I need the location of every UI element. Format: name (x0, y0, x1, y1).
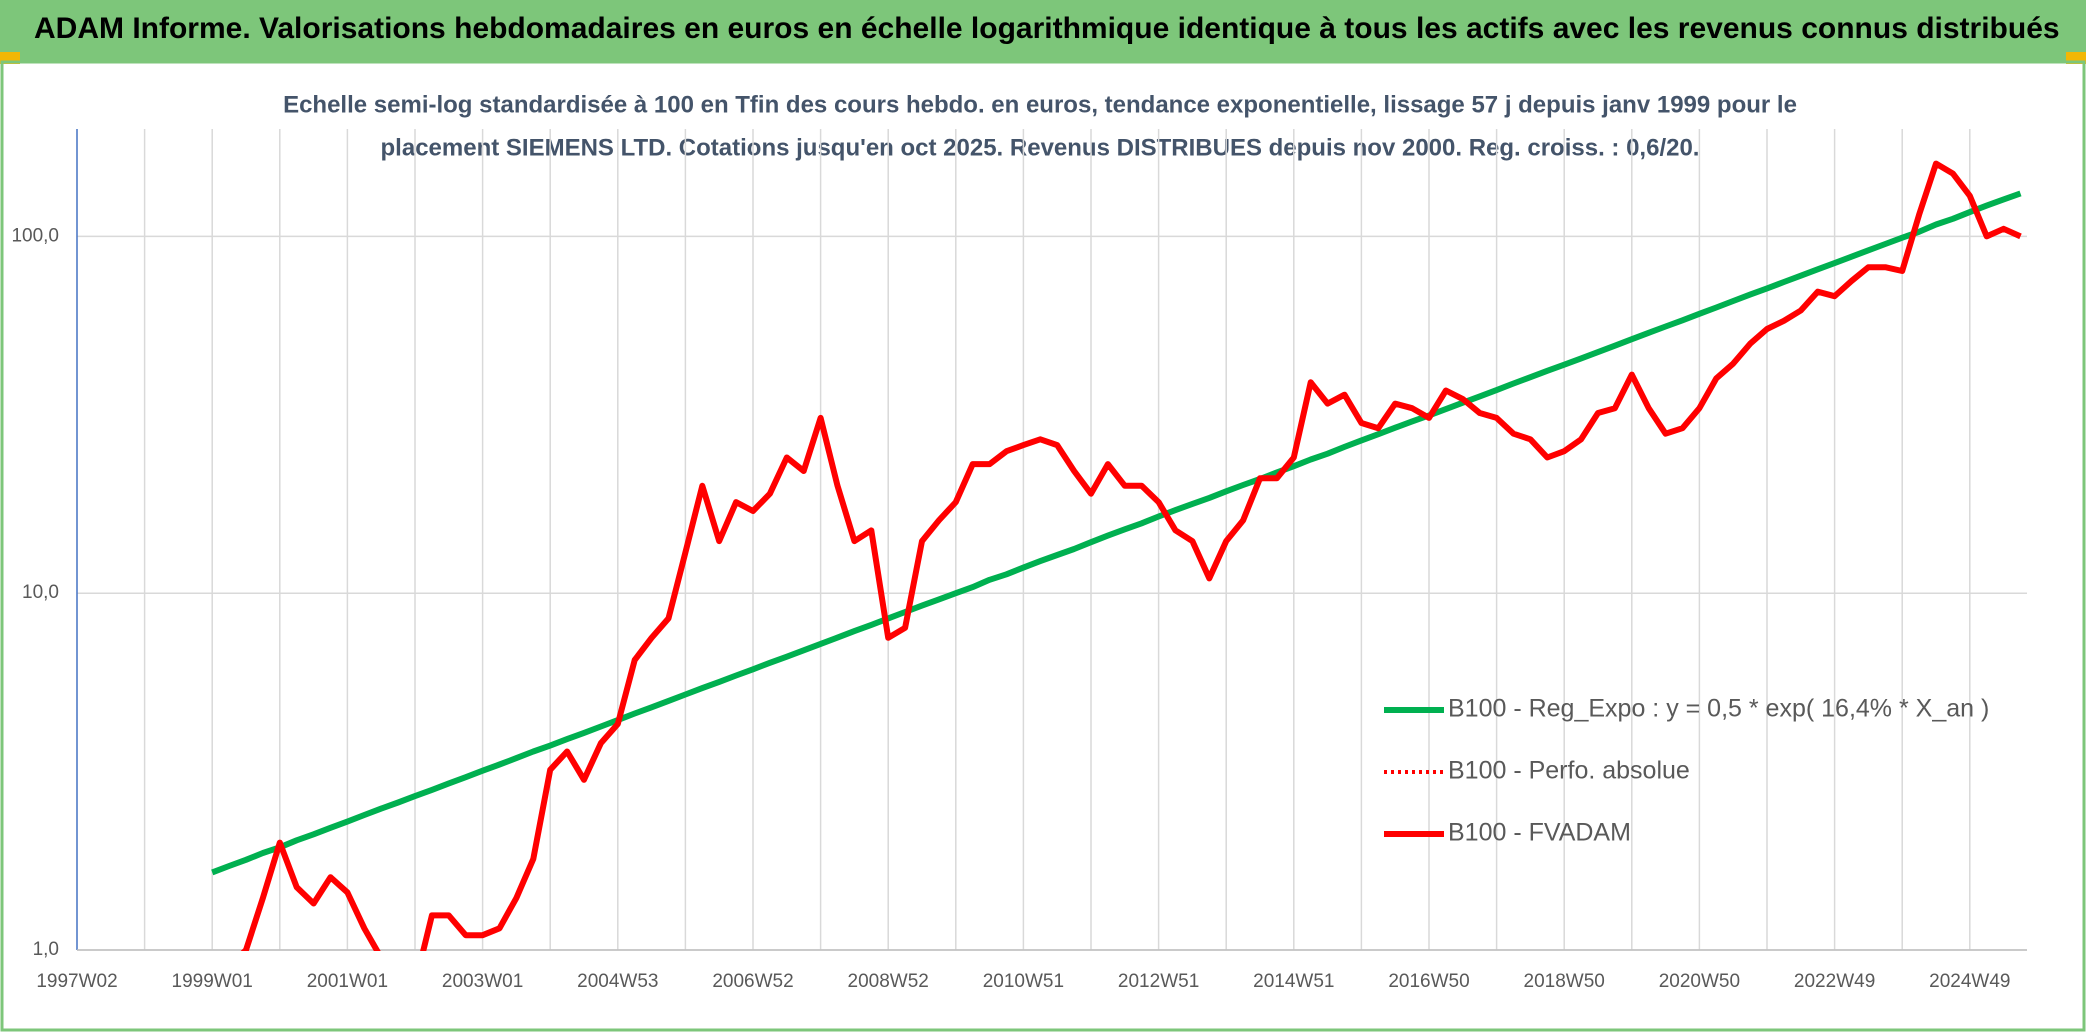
y-tick-label: 1,0 (33, 939, 59, 960)
header-bar (0, 0, 2086, 62)
x-tick-label: 2003W01 (442, 971, 523, 992)
x-tick-label: 2020W50 (1659, 971, 1740, 992)
series-line (240, 160, 2022, 951)
frame (0, 60, 2086, 1032)
x-tick-label: 2018W50 (1524, 971, 1605, 992)
series-line (242, 161, 2022, 951)
legend-label: B100 - Perfo. absolue (1448, 757, 1690, 785)
x-tick-label: 2022W49 (1794, 971, 1875, 992)
chart-subtitle: Echelle semi-log standardisée à 100 en T… (283, 91, 1797, 118)
x-tick-label: 1999W01 (172, 971, 253, 992)
y-tick-label: 10,0 (22, 582, 59, 603)
x-tick-label: 2004W53 (577, 971, 658, 992)
x-tick-label: 2006W52 (712, 971, 793, 992)
x-tick-label: 2008W52 (848, 971, 929, 992)
y-tick-label: 100,0 (11, 225, 59, 246)
chart-subtitle: placement SIEMENS LTD. Cotations jusqu'e… (381, 134, 1700, 161)
series-line (211, 190, 2022, 876)
x-tick-label: 2014W51 (1253, 971, 1334, 992)
x-tick-label: 2010W51 (983, 971, 1064, 992)
legend-label: B100 - FVADAM (1448, 819, 1631, 847)
x-tick-label: 1997W02 (36, 971, 117, 992)
x-tick-label: 2016W50 (1388, 971, 1469, 992)
header-title: ADAM Informe. Valorisations hebdomadaire… (34, 12, 2060, 45)
x-tick-label: 2001W01 (307, 971, 388, 992)
x-tick-label: 2024W49 (1929, 971, 2010, 992)
plot-area (211, 160, 2022, 951)
legend-label: B100 - Reg_Expo : y = 0,5 * exp( 16,4% *… (1448, 695, 1989, 723)
x-tick-label: 2012W51 (1118, 971, 1199, 992)
